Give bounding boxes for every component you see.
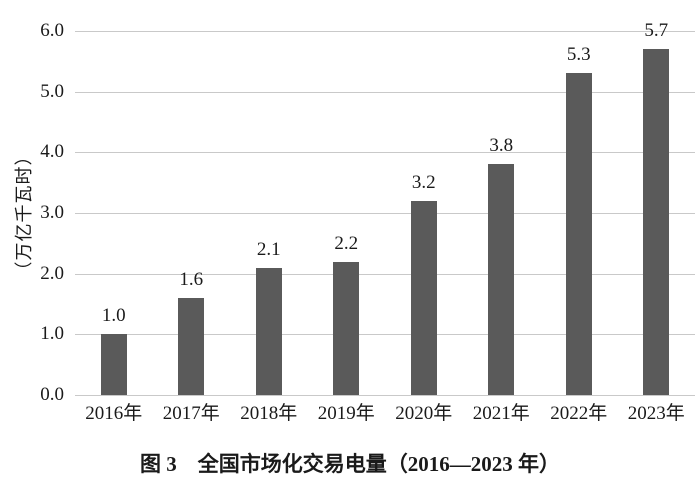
x-tick-label: 2020年: [395, 403, 453, 424]
bar: [255, 267, 282, 395]
bar-value-label: 5.3: [566, 44, 591, 66]
x-tick-label: 2023年: [627, 403, 685, 424]
bar-value-label: 1.0: [101, 305, 126, 327]
plot-area: 1.0 1.6 2.1 2.2 3.2 3.8 5.3 5.7: [75, 20, 695, 396]
y-tick-label: 6.0: [40, 20, 64, 41]
bar-value-label: 2.2: [334, 232, 359, 254]
x-tick-label: 2021年: [472, 403, 530, 424]
y-tick-labels: 0.0 1.0 2.0 3.0 4.0 5.0 6.0: [0, 20, 64, 405]
x-tick-label: 2019年: [317, 403, 375, 424]
gridline: [75, 273, 695, 275]
y-tick-label: 5.0: [40, 80, 64, 102]
x-tick-label: 2018年: [240, 403, 298, 424]
gridline: [75, 91, 695, 93]
gridline: [75, 334, 695, 336]
y-tick-label: 2.0: [40, 262, 64, 284]
gridline: [75, 395, 695, 396]
bar-value-label: 1.6: [179, 268, 204, 290]
x-tick-label: 2017年: [162, 403, 220, 424]
bar: [333, 261, 360, 395]
bar-value-label: 2.1: [256, 238, 281, 260]
bar: [100, 334, 127, 395]
bar: [178, 297, 205, 395]
gridline: [75, 31, 695, 32]
y-tick-label: 3.0: [40, 202, 64, 223]
bar: [565, 73, 592, 395]
bar-value-label: 5.7: [644, 20, 669, 42]
gridline: [75, 152, 695, 154]
x-tick-labels: 2016年 2017年 2018年 2019年 2020年 2021年 2022年 2023年: [75, 402, 695, 426]
figure-caption: 图 3 全国市场化交易电量（2016—2023 年）: [140, 452, 560, 476]
y-tick-label: 1.0: [40, 323, 64, 345]
bar-value-label: 3.2: [411, 171, 436, 193]
y-tick-label: 4.0: [40, 141, 64, 163]
gridline: [75, 213, 695, 214]
bar-value-label: 3.8: [489, 135, 514, 157]
x-tick-label: 2016年: [85, 403, 143, 424]
bar: [410, 200, 437, 395]
bar: [643, 49, 670, 395]
bar: [488, 164, 515, 395]
y-tick-label: 0.0: [40, 384, 64, 405]
x-tick-label: 2022年: [550, 403, 608, 424]
